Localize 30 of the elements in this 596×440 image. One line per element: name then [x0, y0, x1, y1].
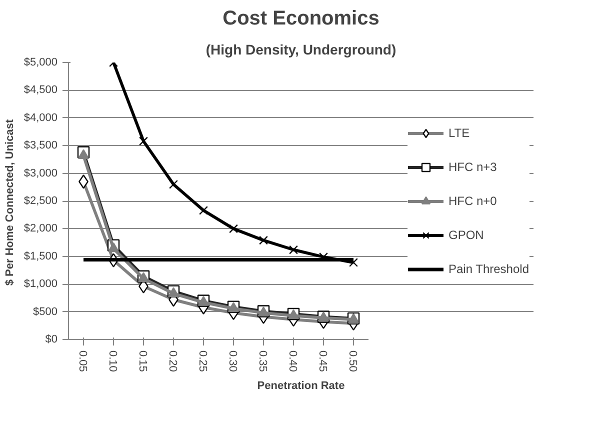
y-tick-label: $500 [33, 306, 58, 318]
x-tick-label: 0.10 [106, 350, 118, 372]
y-tick-label: $5,000 [24, 56, 58, 68]
legend-label: HFC n+3 [448, 160, 497, 174]
y-axis-title: $ Per Home Connected, Unicast [4, 119, 16, 286]
y-tick-label: $2,500 [24, 195, 58, 207]
x-axis-title: Penetration Rate [257, 380, 345, 392]
y-tick-label: $4,000 [24, 112, 58, 124]
y-tick-label: $3,500 [24, 140, 58, 152]
y-tick-label: $2,000 [24, 222, 58, 235]
x-tick-label: 0.20 [166, 350, 178, 372]
legend-label: Pain Threshold [448, 262, 529, 276]
x-tick-label: 0.15 [136, 350, 148, 372]
x-tick-label: 0.25 [196, 350, 208, 372]
y-tick-label: $4,500 [24, 84, 58, 96]
y-tick-label: $0 [45, 334, 58, 346]
legend-label: GPON [448, 228, 484, 242]
y-tick-label: $3,000 [24, 167, 58, 180]
y-tick-label: $1,500 [24, 250, 58, 262]
x-tick-label: 0.50 [346, 350, 358, 372]
chart-subtitle: (High Density, Underground) [206, 42, 396, 58]
x-tick-label: 0.05 [76, 350, 88, 372]
legend-label: LTE [448, 126, 470, 140]
y-tick-label: $1,000 [24, 278, 58, 290]
legend-label: HFC n+0 [448, 194, 497, 208]
x-tick-label: 0.30 [226, 350, 238, 372]
x-tick-label: 0.35 [256, 350, 268, 372]
x-tick-label: 0.40 [286, 350, 298, 372]
x-tick-label: 0.45 [316, 350, 328, 372]
chart-title: Cost Economics [222, 8, 380, 30]
